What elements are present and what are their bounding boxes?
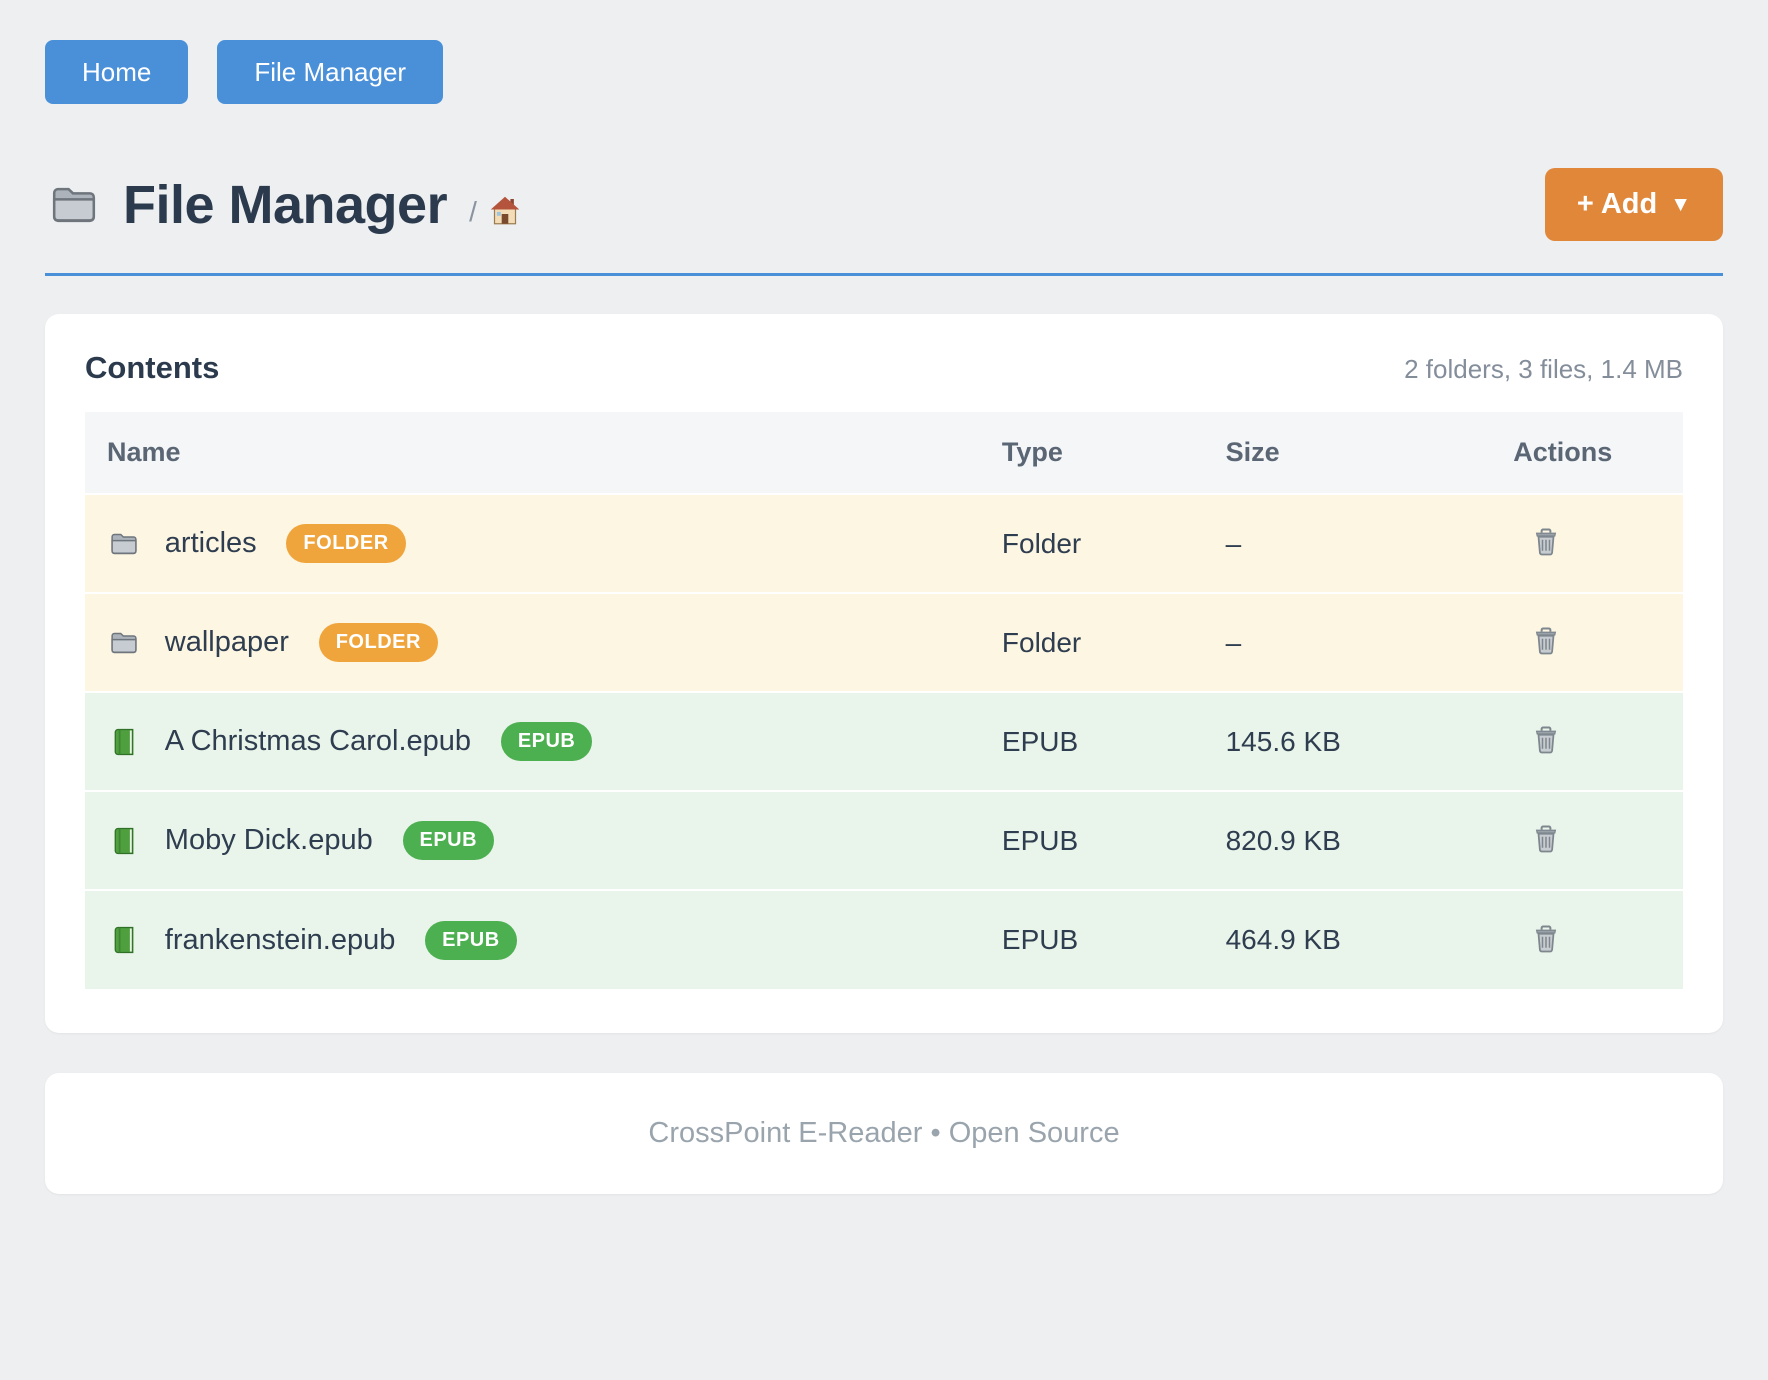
nav-file-manager-button[interactable]: File Manager xyxy=(217,40,444,104)
page-title: File Manager xyxy=(123,174,448,235)
column-header-name: Name xyxy=(85,412,980,494)
file-type: Folder xyxy=(979,593,1204,692)
name-cell: frankenstein.epub EPUB xyxy=(85,890,980,989)
actions-cell xyxy=(1491,890,1683,989)
trash-icon xyxy=(1531,724,1561,756)
folder-icon xyxy=(45,180,103,230)
file-type: EPUB xyxy=(979,890,1204,989)
column-header-actions: Actions xyxy=(1491,412,1683,494)
page-header: File Manager / + Add ▼ xyxy=(45,168,1723,241)
file-size: – xyxy=(1203,593,1492,692)
file-size: 145.6 KB xyxy=(1203,692,1492,791)
contents-header: Contents 2 folders, 3 files, 1.4 MB xyxy=(85,350,1683,386)
file-table-body: articles FOLDER Folder – wallpaper FOLDE… xyxy=(85,494,1683,989)
trash-icon xyxy=(1531,923,1561,955)
file-size: 464.9 KB xyxy=(1203,890,1492,989)
delete-button[interactable] xyxy=(1527,522,1565,562)
title-group: File Manager / xyxy=(45,174,523,236)
contents-card: Contents 2 folders, 3 files, 1.4 MB Name… xyxy=(45,314,1723,1033)
table-row: frankenstein.epub EPUB EPUB 464.9 KB xyxy=(85,890,1683,989)
file-name[interactable]: wallpaper xyxy=(164,626,289,658)
actions-cell xyxy=(1491,593,1683,692)
delete-button[interactable] xyxy=(1527,720,1565,760)
column-header-size: Size xyxy=(1203,412,1492,494)
contents-title: Contents xyxy=(85,350,220,385)
folder-icon xyxy=(107,529,141,559)
name-cell: wallpaper FOLDER xyxy=(85,593,980,692)
book-icon xyxy=(107,727,141,757)
table-header-row: Name Type Size Actions xyxy=(85,412,1683,494)
nav-home-button[interactable]: Home xyxy=(45,40,189,104)
table-row: Moby Dick.epub EPUB EPUB 820.9 KB xyxy=(85,791,1683,890)
file-name[interactable]: A Christmas Carol.epub xyxy=(164,725,472,757)
footer-text: CrossPoint E-Reader • Open Source xyxy=(648,1117,1120,1149)
file-name[interactable]: Moby Dick.epub xyxy=(164,824,373,856)
delete-button[interactable] xyxy=(1527,621,1565,661)
file-type: Folder xyxy=(979,494,1204,593)
type-badge: FOLDER xyxy=(286,524,406,563)
type-badge: EPUB xyxy=(402,821,495,860)
table-row: articles FOLDER Folder – xyxy=(85,494,1683,593)
actions-cell xyxy=(1491,494,1683,593)
file-type: EPUB xyxy=(979,791,1204,890)
file-size: 820.9 KB xyxy=(1203,791,1492,890)
trash-icon xyxy=(1531,526,1561,558)
book-icon xyxy=(107,925,141,955)
file-name[interactable]: frankenstein.epub xyxy=(164,923,396,956)
name-cell: A Christmas Carol.epub EPUB xyxy=(85,692,980,791)
trash-icon xyxy=(1531,823,1561,855)
name-cell: Moby Dick.epub EPUB xyxy=(85,791,980,890)
file-size: – xyxy=(1203,494,1492,593)
type-badge: FOLDER xyxy=(318,623,438,662)
footer: CrossPoint E-Reader • Open Source xyxy=(45,1073,1723,1194)
top-nav: Home File Manager xyxy=(45,40,1723,104)
file-table: Name Type Size Actions articles FOLDER F… xyxy=(85,412,1683,989)
file-name[interactable]: articles xyxy=(164,527,257,559)
table-row: wallpaper FOLDER Folder – xyxy=(85,593,1683,692)
column-header-type: Type xyxy=(979,412,1204,494)
delete-button[interactable] xyxy=(1527,919,1565,959)
delete-button[interactable] xyxy=(1527,819,1565,859)
name-cell: articles FOLDER xyxy=(85,494,980,593)
add-button-label: + Add xyxy=(1576,188,1658,220)
home-icon[interactable] xyxy=(487,193,523,229)
type-badge: EPUB xyxy=(425,920,517,960)
folder-icon xyxy=(107,628,141,658)
contents-summary: 2 folders, 3 files, 1.4 MB xyxy=(1404,354,1683,384)
chevron-down-icon: ▼ xyxy=(1670,193,1691,216)
type-badge: EPUB xyxy=(500,722,593,761)
add-button[interactable]: + Add ▼ xyxy=(1544,168,1723,241)
breadcrumb-separator: / xyxy=(469,195,477,227)
header-divider xyxy=(45,273,1723,276)
book-icon xyxy=(107,826,141,856)
actions-cell xyxy=(1491,692,1683,791)
file-type: EPUB xyxy=(979,692,1204,791)
trash-icon xyxy=(1531,625,1561,657)
table-row: A Christmas Carol.epub EPUB EPUB 145.6 K… xyxy=(85,692,1683,791)
actions-cell xyxy=(1491,791,1683,890)
